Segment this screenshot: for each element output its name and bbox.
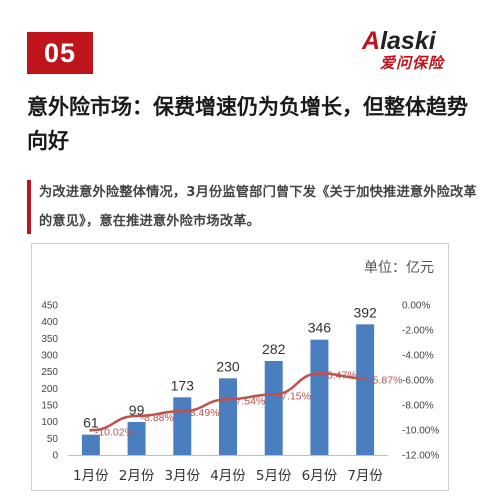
bar-value-label: 346 bbox=[308, 320, 332, 336]
bar-value-label: 230 bbox=[216, 358, 240, 374]
left-axis-tick: 200 bbox=[41, 384, 58, 395]
growth-value-label: -7.15% bbox=[278, 390, 311, 402]
bar-value-label: 392 bbox=[353, 304, 377, 320]
x-axis-tick: 7月份 bbox=[347, 468, 383, 484]
x-axis-tick: 3月份 bbox=[164, 468, 200, 484]
growth-point bbox=[135, 414, 139, 418]
left-axis-tick: 0 bbox=[52, 451, 58, 462]
bar bbox=[310, 339, 329, 455]
premium-growth-chart: 单位：亿元 0 50 100 150 200 250 300 350 400 450 0.00% -2.… bbox=[41, 260, 439, 484]
x-axis-tick: 1月份 bbox=[73, 468, 109, 484]
logo-brand-cn: 爱问保险 bbox=[380, 54, 445, 72]
right-axis-tick: -4.00% bbox=[402, 351, 434, 362]
growth-point bbox=[272, 392, 276, 396]
left-axis-tick: 250 bbox=[41, 367, 58, 378]
logo-brand-en: Alaski bbox=[362, 27, 436, 55]
bar bbox=[81, 434, 100, 455]
x-axis-tick: 2月份 bbox=[119, 468, 155, 484]
bar-value-label: 99 bbox=[129, 402, 145, 418]
bar bbox=[264, 361, 283, 455]
page-title: 意外险市场：保费增速仍为负增长，但整体趋势向好 bbox=[27, 95, 468, 153]
growth-value-label: -8.49% bbox=[186, 407, 219, 419]
chart-frame: 单位：亿元 0 50 100 150 200 250 300 350 400 450 0.00% -2.… bbox=[31, 243, 449, 491]
growth-point bbox=[180, 409, 184, 413]
left-axis-tick: 100 bbox=[41, 417, 58, 428]
bar bbox=[173, 397, 192, 455]
right-axis-tick: -10.00% bbox=[402, 426, 439, 437]
growth-value-label: -8.88% bbox=[141, 412, 174, 424]
left-axis-tick: 400 bbox=[41, 317, 58, 328]
growth-value-label: -5.87% bbox=[369, 374, 402, 386]
growth-point bbox=[317, 371, 321, 375]
alaski-logo: Alaski 爱问保险 bbox=[362, 28, 480, 78]
bar bbox=[219, 378, 237, 455]
x-axis-tick: 4月份 bbox=[210, 468, 246, 484]
x-axis-tick: 6月份 bbox=[302, 468, 338, 484]
growth-value-label: -7.54% bbox=[232, 395, 265, 407]
bar bbox=[127, 422, 146, 455]
bar-value-label: 282 bbox=[262, 341, 286, 357]
growth-point bbox=[363, 376, 367, 380]
bar bbox=[356, 324, 375, 455]
right-axis-tick: -12.00% bbox=[402, 451, 439, 462]
growth-point bbox=[89, 428, 93, 432]
quote-text: 为改进意外险整体情况，3月份监管部门曾下发《关于加快推进意外险改革的意见》，意在… bbox=[39, 185, 477, 229]
right-axis-tick: -6.00% bbox=[402, 376, 434, 387]
left-axis-tick: 50 bbox=[47, 434, 59, 445]
left-axis-tick: 350 bbox=[41, 334, 58, 345]
section-number-badge: 05 bbox=[27, 32, 93, 74]
left-axis-tick: 300 bbox=[41, 351, 58, 362]
left-axis-tick: 150 bbox=[41, 401, 58, 412]
bar-value-label: 61 bbox=[83, 415, 99, 431]
growth-value-label: -5.47% bbox=[323, 369, 356, 381]
quote-accent-bar bbox=[27, 180, 31, 234]
right-axis-tick: -2.00% bbox=[402, 326, 434, 337]
growth-value-label: -10.02% bbox=[95, 426, 134, 438]
bar-value-label: 173 bbox=[171, 377, 195, 393]
unit-label: 单位：亿元 bbox=[364, 260, 434, 276]
x-axis-tick: 5月份 bbox=[256, 468, 292, 484]
quote-block: 为改进意外险整体情况，3月份监管部门曾下发《关于加快推进意外险改革的意见》，意在… bbox=[27, 178, 482, 236]
right-axis-tick: -8.00% bbox=[402, 401, 434, 412]
left-axis-tick: 450 bbox=[41, 301, 58, 312]
right-axis-tick: 0.00% bbox=[402, 301, 430, 312]
growth-point bbox=[226, 397, 230, 401]
